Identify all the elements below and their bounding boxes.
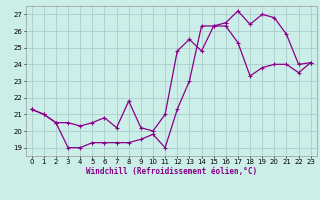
X-axis label: Windchill (Refroidissement éolien,°C): Windchill (Refroidissement éolien,°C) (86, 167, 257, 176)
